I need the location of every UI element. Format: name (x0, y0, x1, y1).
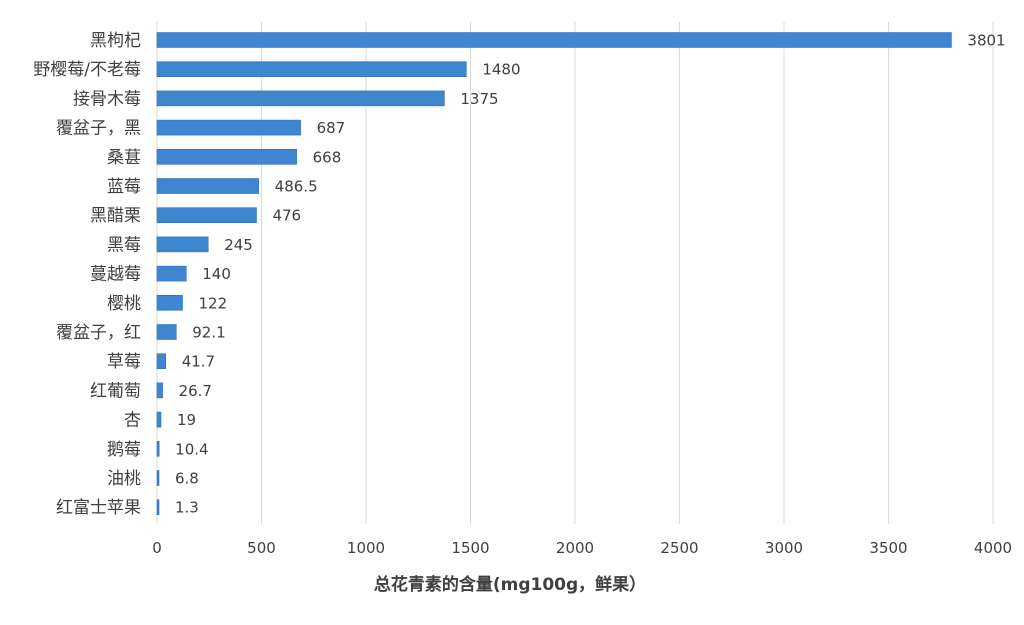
category-label: 黑莓 (107, 235, 141, 255)
bar-value-label: 19 (177, 411, 196, 429)
bar (156, 324, 177, 340)
bar-value-label: 486.5 (275, 178, 318, 196)
category-label: 覆盆子，红 (56, 323, 141, 343)
bar (156, 382, 163, 399)
category-label: 油桃 (107, 469, 141, 489)
category-labels: 黑枸杞野樱莓/不老莓接骨木莓覆盆子，黑桑葚蓝莓黑醋栗黑莓蔓越莓樱桃覆盆子，红草莓… (33, 31, 141, 518)
bar-value-label: 92.1 (192, 324, 225, 342)
bar (156, 470, 160, 486)
category-label: 草莓 (107, 352, 141, 372)
x-tick-label: 2500 (660, 539, 698, 557)
category-label: 野樱莓/不老莓 (33, 60, 141, 80)
category-label: 蔓越莓 (90, 265, 141, 285)
category-label: 接骨木莓 (73, 89, 141, 109)
bar-value-label: 26.7 (179, 382, 212, 400)
bar (156, 236, 209, 253)
bar (156, 294, 183, 311)
x-tick-label: 1000 (347, 539, 385, 557)
bar-value-label: 1375 (460, 90, 498, 108)
x-tick-label: 4000 (974, 539, 1012, 557)
x-tick-label: 1500 (451, 539, 489, 557)
category-label: 黑枸杞 (90, 31, 141, 51)
bar (156, 265, 187, 282)
bar-value-label: 687 (317, 119, 346, 137)
bar (156, 149, 297, 165)
category-label: 鹅莓 (107, 440, 141, 460)
bar-value-label: 1480 (482, 61, 520, 79)
category-label: 杏 (124, 411, 141, 431)
bar-value-label: 122 (198, 294, 227, 312)
bar-value-label: 6.8 (175, 470, 199, 488)
category-label: 樱桃 (107, 294, 141, 314)
bar (156, 440, 160, 457)
bar (156, 178, 259, 194)
bar (156, 90, 445, 107)
x-axis-title: 总花青素的含量(mg100g，鲜果） (374, 574, 646, 595)
bar-value-label: 140 (202, 265, 231, 283)
x-tick-label: 0 (152, 539, 162, 557)
bar-value-label: 668 (313, 148, 342, 166)
x-tick-labels: 0 500 1000 1500 2000 2500 3000 3500 4000 (152, 539, 1012, 557)
category-label: 黑醋栗 (90, 206, 141, 226)
data-labels: 3801 1480 1375 687 668 486.5 476 245 140 122 92.1 4… (175, 32, 1006, 517)
x-tick-label: 3000 (765, 539, 803, 557)
x-tick-label: 3500 (869, 539, 907, 557)
bar (156, 119, 301, 136)
bar (156, 207, 257, 223)
bar-value-label: 10.4 (175, 440, 208, 458)
category-label: 蓝莓 (107, 177, 141, 197)
bar-value-label: 476 (272, 207, 301, 225)
category-label: 覆盆子，黑 (56, 119, 141, 139)
bar-value-label: 1.3 (175, 499, 199, 517)
bar (156, 411, 162, 428)
bar (156, 61, 467, 78)
x-tick-label: 500 (247, 539, 276, 557)
x-tick-label: 2000 (556, 539, 594, 557)
category-label: 红富士苹果 (56, 498, 141, 518)
bar-value-label: 245 (224, 236, 253, 254)
bar-value-label: 41.7 (182, 353, 215, 371)
bar (156, 353, 167, 370)
category-label: 桑葚 (107, 148, 141, 168)
bars (156, 32, 952, 516)
bar-value-label: 3801 (967, 32, 1005, 50)
bar (156, 32, 952, 48)
bar (156, 499, 160, 516)
category-label: 红葡萄 (90, 381, 141, 401)
